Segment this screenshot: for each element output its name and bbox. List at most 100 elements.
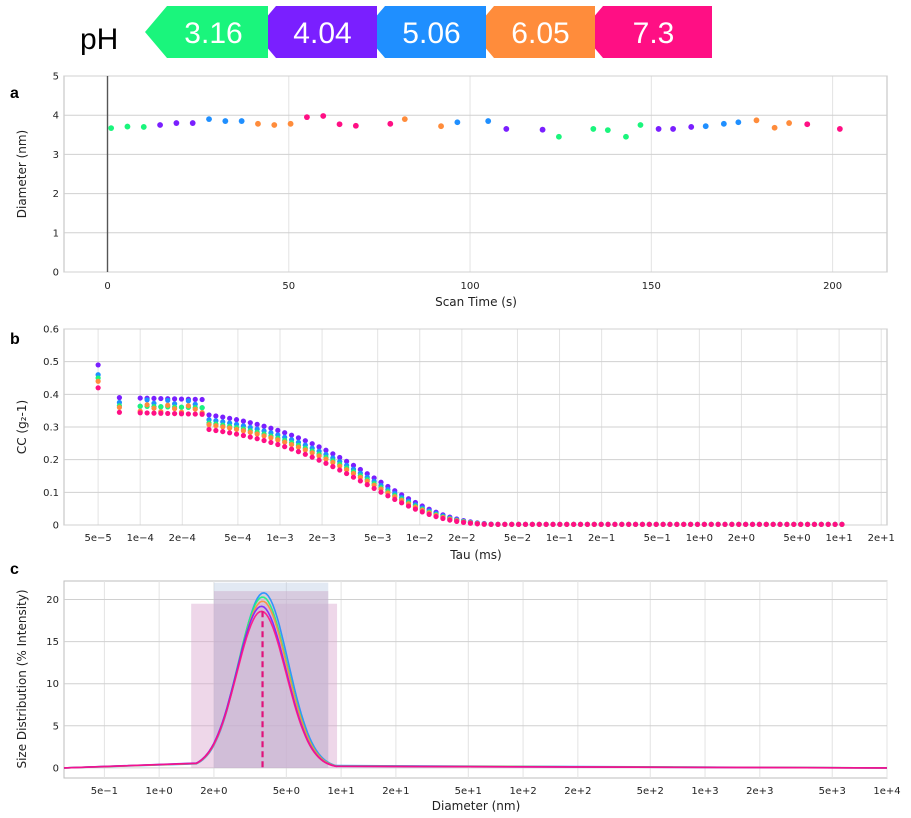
x-tick-label: 2e+1 (868, 533, 895, 544)
data-point (667, 521, 673, 527)
data-point (108, 125, 115, 132)
data-point (323, 447, 329, 453)
data-point (336, 121, 343, 128)
data-point (323, 456, 329, 462)
legend-label-ph: 4.04 (293, 17, 351, 50)
data-point (550, 521, 556, 527)
size-distribution-line (63, 610, 888, 769)
data-point (454, 518, 460, 525)
x-tick-label: 1e+4 (873, 786, 900, 797)
data-point (144, 402, 150, 408)
y-tick-label: 0.2 (43, 455, 59, 466)
data-point (350, 474, 357, 480)
data-point (564, 521, 570, 527)
data-point (261, 437, 267, 444)
data-point (623, 133, 629, 140)
data-point (254, 421, 260, 427)
data-point (653, 521, 659, 527)
data-point (639, 521, 646, 527)
y-tick-label: 10 (46, 679, 59, 690)
data-point (95, 378, 101, 384)
data-point (681, 521, 687, 527)
data-point (116, 404, 123, 411)
data-point (316, 457, 322, 463)
data-point (199, 411, 205, 417)
x-tick-label: 1e−1 (546, 533, 573, 544)
data-point (238, 118, 245, 124)
data-point (357, 474, 363, 480)
data-point (282, 444, 288, 450)
data-point (220, 414, 226, 420)
data-point (502, 521, 508, 527)
data-point (192, 406, 198, 412)
data-point (743, 521, 749, 527)
data-point (357, 478, 363, 484)
data-point (337, 467, 343, 473)
data-point (720, 120, 727, 127)
data-point (261, 423, 267, 429)
y-tick-label: 5 (53, 72, 59, 83)
plot-area-c (63, 580, 888, 779)
x-tick-label: 5e+0 (273, 786, 300, 797)
data-point (786, 120, 793, 126)
data-point (206, 412, 212, 418)
data-point (598, 521, 604, 527)
x-tick-label: 200 (823, 281, 842, 292)
data-point (371, 485, 377, 492)
x-tick-label: 1e−2 (406, 533, 433, 544)
data-point (206, 422, 212, 428)
data-point (454, 119, 461, 126)
data-point (275, 427, 281, 433)
data-point (488, 521, 494, 527)
data-point (330, 451, 336, 457)
data-point (173, 120, 180, 126)
data-point (344, 458, 350, 464)
data-point (401, 116, 408, 123)
data-point (708, 521, 714, 527)
data-point (804, 121, 811, 128)
y-tick-label: 0.6 (43, 325, 59, 336)
data-point (144, 410, 150, 416)
data-point (632, 521, 639, 527)
data-point (140, 124, 147, 130)
data-point (804, 521, 811, 527)
y-tick-label: 3 (53, 150, 59, 161)
data-point (440, 515, 446, 522)
data-point (302, 451, 308, 457)
data-point (288, 432, 295, 438)
data-point (206, 116, 212, 123)
x-tick-label: 50 (282, 281, 295, 292)
x-tick-label: 2e+0 (200, 786, 227, 797)
data-point (539, 126, 546, 133)
legend-chevron-ph-6-05 (472, 6, 595, 58)
data-point (330, 464, 336, 470)
x-tick-label: 5e−2 (504, 533, 531, 544)
plot-area-a (63, 75, 888, 273)
ph-legend: pH 7.3 6.05 5.06 4.04 3.16 (80, 6, 712, 58)
x-tick-label: 2e−4 (169, 533, 196, 544)
y-tick-label: 0 (53, 763, 59, 774)
data-point (302, 438, 308, 444)
data-point (337, 454, 343, 461)
data-point (95, 362, 101, 368)
data-point (137, 410, 143, 416)
data-point (753, 117, 760, 124)
data-point (247, 420, 253, 426)
data-point (309, 441, 315, 447)
data-point (522, 521, 529, 527)
data-point (144, 397, 150, 403)
data-point (387, 120, 394, 127)
data-point (674, 521, 680, 527)
data-point (770, 521, 776, 527)
data-point (151, 410, 157, 416)
legend-chevron-ph-3-16 (145, 6, 268, 58)
x-tick-label: 5e+2 (637, 786, 664, 797)
data-point (438, 123, 444, 130)
data-point (158, 404, 164, 410)
data-point (756, 521, 763, 527)
data-point (591, 521, 597, 527)
legend-label-ph: 3.16 (184, 17, 242, 50)
x-tick-label: 2e+2 (564, 786, 591, 797)
y-axis-label-a: Diameter (nm) (15, 130, 29, 219)
